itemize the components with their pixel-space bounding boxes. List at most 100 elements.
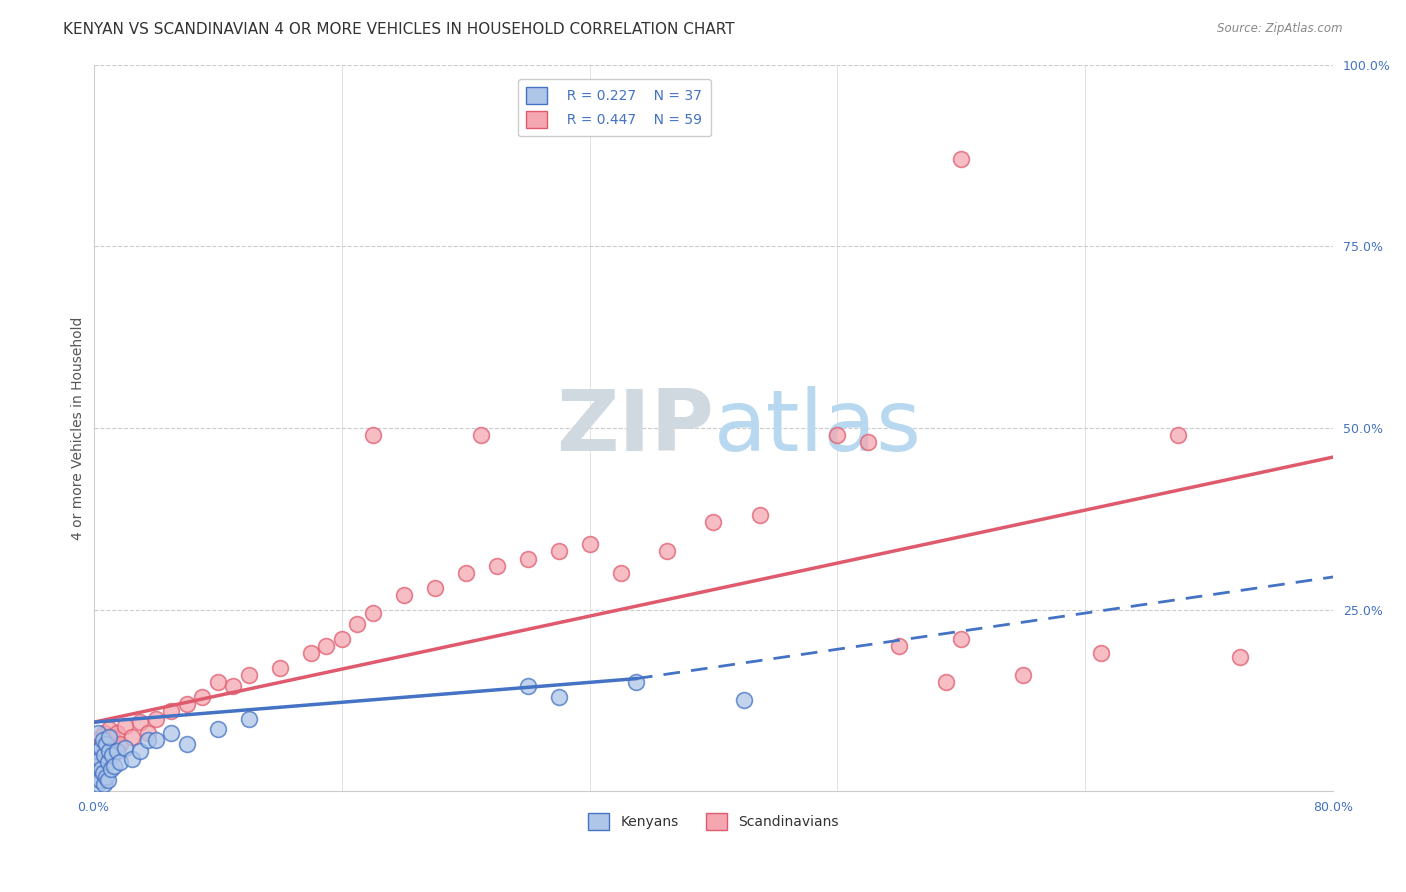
Point [392, 588, 415, 602]
Point [98, 723, 121, 737]
Point [950, 152, 973, 166]
Point [87, 726, 110, 740]
Point [222, 679, 245, 693]
Point [100, 763, 122, 777]
Point [98, 744, 121, 758]
Point [114, 740, 136, 755]
Point [93, 747, 115, 762]
Point [1012, 668, 1035, 682]
Point [84, 755, 107, 769]
Point [91, 755, 114, 769]
Point [129, 744, 152, 758]
Point [827, 428, 849, 442]
Text: ZIP: ZIP [555, 386, 713, 469]
Point [516, 551, 538, 566]
Point [950, 632, 973, 646]
Point [94, 751, 117, 765]
Point [94, 770, 117, 784]
Point [86, 744, 108, 758]
Point [136, 726, 159, 740]
Point [129, 715, 152, 730]
Point [86, 763, 108, 777]
Point [93, 777, 115, 791]
Point [889, 639, 911, 653]
Point [100, 747, 122, 762]
Point [578, 537, 600, 551]
Point [609, 566, 631, 581]
Point [105, 726, 128, 740]
Point [86, 770, 108, 784]
Point [91, 766, 114, 780]
Point [98, 730, 121, 744]
Point [547, 544, 569, 558]
Point [101, 747, 124, 762]
Point [269, 661, 291, 675]
Point [485, 559, 508, 574]
Point [935, 675, 957, 690]
Point [91, 733, 114, 747]
Text: KENYAN VS SCANDINAVIAN 4 OR MORE VEHICLES IN HOUSEHOLD CORRELATION CHART: KENYAN VS SCANDINAVIAN 4 OR MORE VEHICLE… [63, 22, 735, 37]
Point [749, 508, 772, 523]
Point [94, 737, 117, 751]
Point [207, 675, 229, 690]
Point [87, 766, 110, 780]
Point [90, 740, 112, 755]
Point [121, 730, 143, 744]
Point [191, 690, 214, 704]
Point [89, 751, 111, 765]
Text: Source: ZipAtlas.com: Source: ZipAtlas.com [1218, 22, 1343, 36]
Point [103, 759, 125, 773]
Point [121, 751, 143, 765]
Point [315, 639, 337, 653]
Point [98, 744, 121, 758]
Point [346, 617, 368, 632]
Point [101, 730, 124, 744]
Point [105, 744, 128, 758]
Point [160, 704, 183, 718]
Y-axis label: 4 or more Vehicles in Household: 4 or more Vehicles in Household [72, 317, 86, 540]
Point [90, 763, 112, 777]
Point [361, 606, 384, 620]
Point [87, 744, 110, 758]
Point [145, 733, 167, 747]
Point [1229, 649, 1251, 664]
Point [176, 697, 198, 711]
Point [87, 777, 110, 791]
Point [89, 773, 111, 788]
Point [516, 679, 538, 693]
Point [103, 740, 125, 755]
Point [361, 428, 384, 442]
Point [136, 733, 159, 747]
Point [1090, 646, 1112, 660]
Legend: Kenyans, Scandinavians: Kenyans, Scandinavians [582, 807, 844, 835]
Point [96, 737, 118, 751]
Point [734, 693, 756, 707]
Point [108, 755, 131, 769]
Point [90, 730, 112, 744]
Point [624, 675, 647, 690]
Point [299, 646, 322, 660]
Point [114, 719, 136, 733]
Point [858, 435, 880, 450]
Point [238, 668, 260, 682]
Point [702, 516, 724, 530]
Point [176, 737, 198, 751]
Point [655, 544, 678, 558]
Point [96, 773, 118, 788]
Point [89, 740, 111, 755]
Point [93, 726, 115, 740]
Point [1167, 428, 1189, 442]
Point [84, 759, 107, 773]
Point [108, 737, 131, 751]
Point [145, 712, 167, 726]
Point [207, 723, 229, 737]
Text: atlas: atlas [713, 386, 921, 469]
Point [470, 428, 492, 442]
Point [547, 690, 569, 704]
Point [330, 632, 353, 646]
Point [454, 566, 477, 581]
Point [423, 581, 446, 595]
Point [96, 755, 118, 769]
Point [238, 712, 260, 726]
Point [160, 726, 183, 740]
